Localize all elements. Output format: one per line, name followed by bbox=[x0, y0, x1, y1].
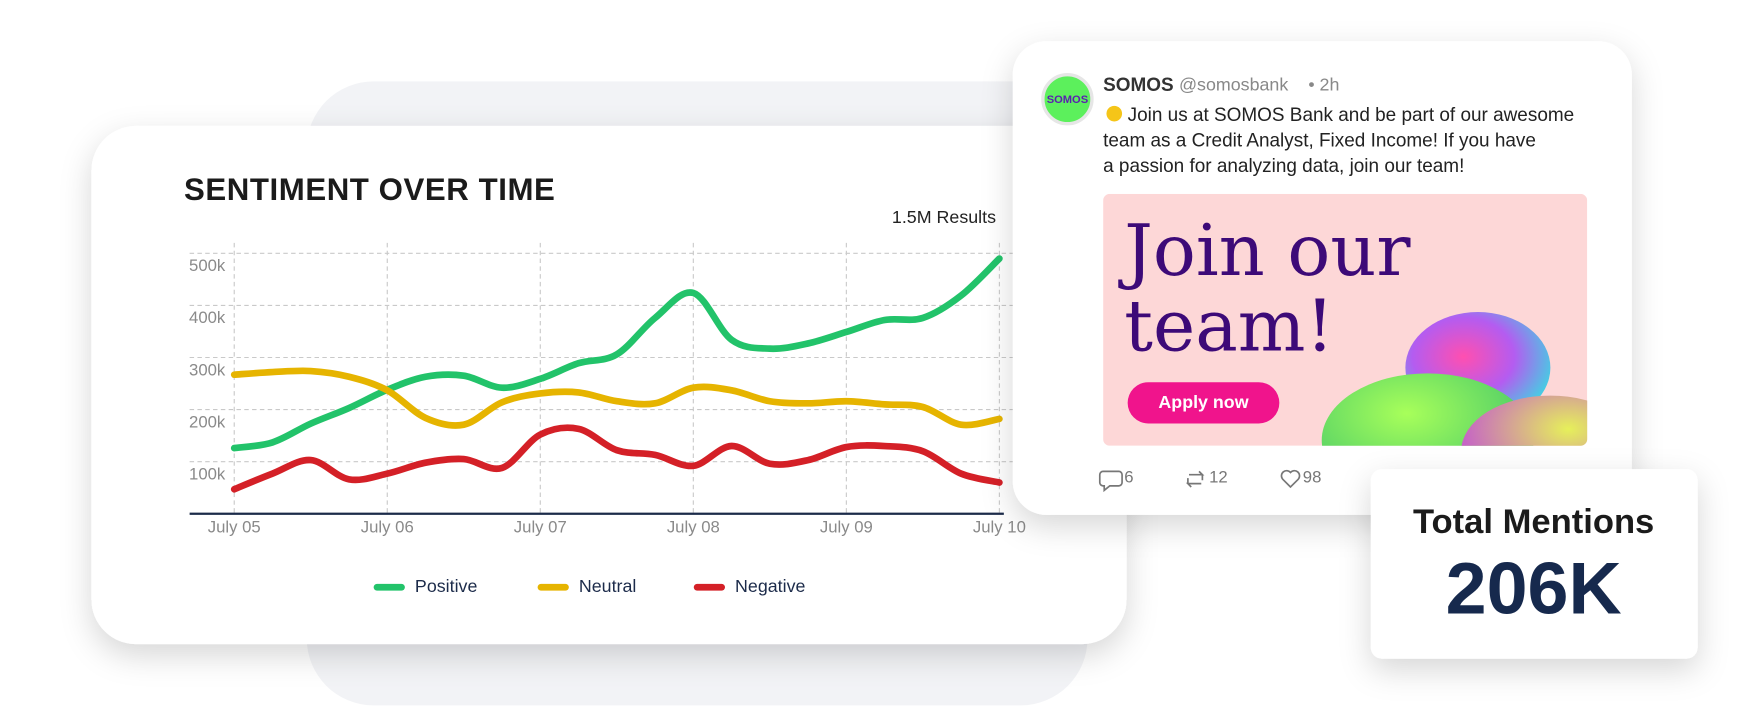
apply-button[interactable] bbox=[1127, 382, 1280, 424]
reply-icon[interactable] bbox=[1098, 470, 1123, 493]
apply-button-label: Apply now bbox=[1158, 392, 1248, 412]
time: • 2h bbox=[1308, 75, 1339, 95]
x-tick-label: July 09 bbox=[820, 518, 873, 537]
series-line bbox=[230, 255, 1003, 452]
card bbox=[1370, 469, 1698, 659]
tweet-text: team as a Credit Analyst, Fixed Income! … bbox=[1103, 131, 1536, 152]
account-name[interactable]: SOMOS bbox=[1103, 75, 1174, 96]
avatar[interactable] bbox=[1041, 72, 1094, 126]
y-tick-label: 500k bbox=[189, 256, 226, 275]
mentions-value: 206K bbox=[1446, 546, 1622, 629]
blob bbox=[1461, 395, 1588, 446]
y-tick-label: 100k bbox=[189, 464, 226, 483]
avatar-text: SOMOS bbox=[1047, 94, 1088, 106]
handle[interactable]: @somosbank bbox=[1179, 75, 1288, 95]
x-tick-label: July 05 bbox=[208, 518, 261, 537]
tweet-text: Join us at SOMOS Bank and be part of our… bbox=[1128, 105, 1575, 126]
emoji-icon bbox=[1106, 105, 1123, 122]
blob bbox=[1321, 373, 1534, 446]
mentions-label: Total Mentions bbox=[1413, 503, 1654, 541]
y-tick-label: 300k bbox=[189, 360, 226, 379]
legend-label: Negative bbox=[735, 576, 805, 596]
x-tick-label: July 06 bbox=[361, 518, 414, 537]
tweet-image[interactable] bbox=[1103, 193, 1640, 507]
x-tick-label: July 07 bbox=[514, 518, 567, 537]
tweet-card: SOMOS SOMOS @somosbank • 2h Join us at S… bbox=[1012, 41, 1640, 515]
x-tick-label: July 10 bbox=[973, 518, 1026, 537]
mentions-card: Total Mentions 206K bbox=[1370, 469, 1698, 659]
chart-title: SENTIMENT OVER TIME bbox=[184, 172, 555, 207]
x-tick-label: July 08 bbox=[667, 518, 720, 537]
like-count: 98 bbox=[1303, 467, 1322, 486]
chart-card: SENTIMENT OVER TIME 1.5M Results 100k 200… bbox=[91, 125, 1127, 645]
like-icon[interactable] bbox=[1280, 469, 1301, 489]
legend-label: Positive bbox=[415, 576, 478, 596]
series-line bbox=[230, 367, 1003, 429]
reply-count: 6 bbox=[1124, 467, 1133, 486]
results-label: 1.5M Results bbox=[892, 207, 996, 227]
series-line bbox=[230, 424, 1003, 493]
tweet-text: a passion for analyzing data, join our t… bbox=[1103, 156, 1464, 177]
retweet-count: 12 bbox=[1209, 467, 1228, 486]
y-tick-label: 200k bbox=[189, 412, 226, 431]
image-headline: Join our bbox=[1118, 209, 1411, 292]
legend-label: Neutral bbox=[579, 576, 637, 596]
image-headline: team! bbox=[1124, 285, 1334, 368]
retweet-icon[interactable] bbox=[1185, 470, 1205, 488]
y-tick-label: 400k bbox=[189, 308, 226, 327]
